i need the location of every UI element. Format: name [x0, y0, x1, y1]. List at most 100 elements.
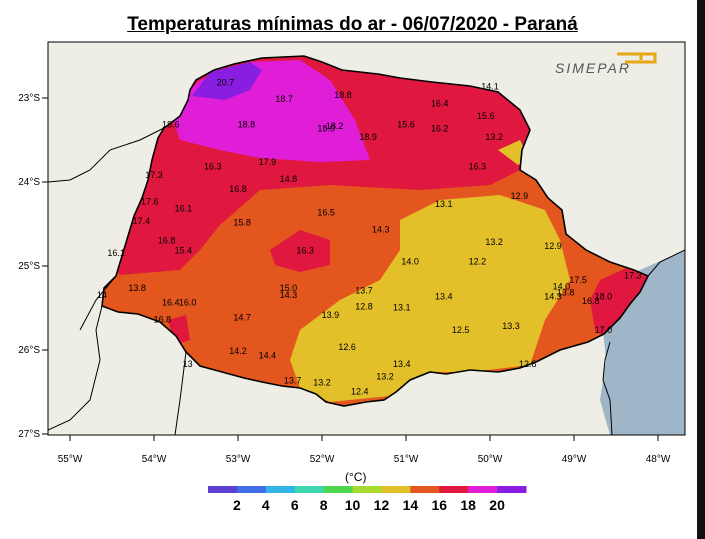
station-value: 13.9 — [322, 310, 340, 320]
station-value: 15.6 — [397, 119, 415, 129]
station-value: 13.2 — [313, 377, 331, 387]
logo-text: SIMEPAR — [555, 60, 631, 76]
station-value: 12.9 — [511, 191, 529, 201]
station-value: 17.0 — [595, 325, 613, 335]
lon-tick-label: 51°W — [394, 454, 419, 465]
lon-tick-label: 54°W — [142, 454, 167, 465]
colorbar-unit: (°C) — [345, 470, 367, 484]
station-value: 12.9 — [544, 241, 562, 251]
station-value: 14.3 — [544, 292, 562, 302]
station-value: 15.8 — [233, 218, 251, 228]
lon-tick-label: 55°W — [58, 454, 83, 465]
station-value: 16.8 — [158, 235, 176, 245]
map-title: Temperaturas mínimas do ar - 06/07/2020 … — [127, 14, 578, 35]
lat-tick-label: 25°S — [18, 261, 40, 272]
station-value: 12.2 — [469, 256, 487, 266]
zone-16-18-center — [270, 230, 330, 272]
lat-tick-label: 24°S — [18, 177, 40, 188]
lon-tick-label: 50°W — [478, 454, 503, 465]
colorbar-swatch — [294, 486, 325, 493]
latitude-axis: 23°S 24°S 25°S 26°S 27°S — [18, 93, 48, 440]
colorbar-swatch — [410, 486, 440, 493]
station-value: 18.0 — [595, 292, 613, 302]
station-value: 12.4 — [351, 387, 369, 397]
station-value: 18.6 — [162, 119, 180, 129]
station-value: 17.9 — [259, 157, 277, 167]
station-value: 14.7 — [233, 313, 251, 323]
station-value: 18.8 — [334, 90, 352, 100]
station-value: 16.8 — [582, 296, 600, 306]
station-value: 17.5 — [569, 275, 587, 285]
station-value: 12.8 — [519, 359, 537, 369]
colorbar-swatch — [265, 486, 296, 493]
station-value: 16.3 — [296, 245, 314, 255]
colorbar-swatch — [323, 486, 354, 493]
station-value: 13.2 — [485, 237, 503, 247]
colorbar-swatch — [497, 486, 527, 493]
station-value: 14.0 — [401, 256, 419, 266]
colorbar-tick-label: 10 — [345, 497, 361, 513]
station-value: 20.7 — [217, 77, 235, 87]
station-value: 18.8 — [238, 119, 256, 129]
colorbar-swatch — [236, 486, 267, 493]
station-value: 14 — [97, 290, 107, 300]
station-value: 16.8 — [154, 314, 172, 324]
state-border — [101, 55, 650, 407]
station-value: 14.2 — [229, 346, 247, 356]
longitude-axis: 55°W 54°W 53°W 52°W 51°W 50°W 49°W 48°W — [58, 435, 671, 465]
station-value: 16.4 — [162, 297, 180, 307]
station-value: 14.8 — [280, 174, 298, 184]
colorbar-swatch — [208, 486, 238, 493]
colorbar-tick-label: 16 — [431, 497, 447, 513]
station-value: 17.6 — [141, 197, 159, 207]
colorbar: 2 4 6 8 10 12 14 16 18 20 — [208, 486, 527, 513]
station-value: 16.3 — [204, 161, 222, 171]
colorbar-tick-label: 12 — [374, 497, 390, 513]
station-value: 16.2 — [431, 124, 449, 134]
colorbar-swatch — [352, 486, 382, 493]
plot-frame — [47, 41, 686, 436]
station-value: 13.2 — [376, 371, 394, 381]
station-value: 17.3 — [145, 170, 163, 180]
station-value: 13.8 — [557, 287, 575, 297]
colorbar-swatch — [439, 486, 469, 493]
zone-16-18-coast — [590, 262, 648, 342]
colorbar-tick-label: 18 — [460, 497, 476, 513]
station-value: 13 — [183, 359, 193, 369]
colorbar-tick-label: 8 — [320, 497, 328, 513]
colorbar-tick-label: 20 — [489, 497, 505, 513]
lon-tick-label: 53°W — [226, 454, 251, 465]
station-value: 17.4 — [133, 216, 151, 226]
station-value: 16.8 — [229, 184, 247, 194]
lat-tick-label: 27°S — [18, 429, 40, 440]
station-value: 17.3 — [624, 271, 642, 281]
station-value: 13.4 — [393, 359, 411, 369]
station-value: 13.7 — [284, 376, 302, 386]
lon-tick-label: 52°W — [310, 454, 335, 465]
station-value: 15.4 — [175, 245, 193, 255]
station-value: 16.3 — [469, 161, 487, 171]
colorbar-swatch — [381, 486, 411, 493]
station-value: 14.3 — [280, 290, 298, 300]
station-value: 12.6 — [338, 342, 356, 352]
colorbar-swatch — [468, 486, 498, 493]
station-value: 14.1 — [481, 82, 499, 92]
zone-12-14 — [290, 195, 570, 402]
lon-tick-label: 48°W — [646, 454, 671, 465]
station-value: 18.7 — [275, 94, 293, 104]
colorbar-tick-label: 2 — [233, 497, 241, 513]
station-value: 18.9 — [359, 132, 377, 142]
station-value: 14.0 — [553, 282, 571, 292]
station-value: 15.6 — [477, 111, 495, 121]
colorbar-tick-label: 4 — [262, 497, 270, 513]
station-value: 13.8 — [128, 283, 146, 293]
station-value: 16.1 — [107, 248, 125, 258]
station-value: 15.0 — [280, 283, 298, 293]
neighbour-borders — [48, 127, 685, 435]
station-value: 13.1 — [435, 199, 453, 209]
zone-above-20 — [192, 62, 262, 100]
station-value: 14.4 — [259, 350, 277, 360]
lat-tick-label: 23°S — [18, 93, 40, 104]
station-value: 13.1 — [393, 303, 411, 313]
